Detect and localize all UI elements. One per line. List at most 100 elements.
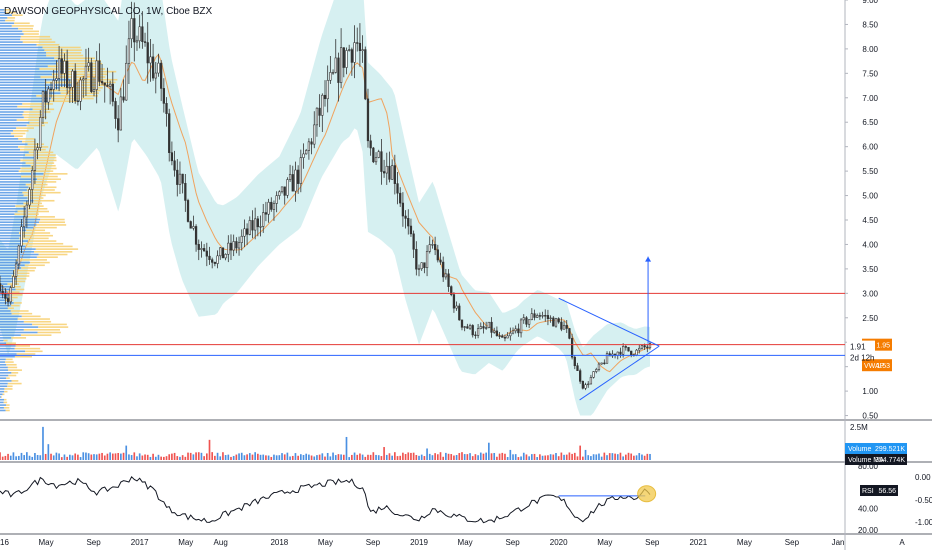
time-axis-label: 2017 [131,538,149,547]
volume-profile-row-up [0,216,26,218]
price-axis-label: 8.50 [862,20,878,29]
volume-profile-row-down [25,216,55,218]
triangle-pattern[interactable] [558,256,660,401]
volume-bar [267,455,270,460]
volume-profile-row-down [23,329,60,331]
volume-bar [428,453,431,460]
candle-body [573,356,576,367]
time-axis-label: May [318,538,333,547]
candle-body [82,78,85,81]
volume-bar [485,452,487,460]
volume-profile-row-down [3,339,8,342]
volume-bar [152,453,154,460]
candle-body [458,305,461,321]
volume-profile-row-down [56,62,103,65]
candle-body [501,335,504,338]
candle-body [9,287,12,303]
volume-profile-row-down [22,41,56,43]
volume-profile-row-down [10,285,21,288]
volume-bar [7,453,9,460]
volume-bar [240,452,243,460]
candle-body [130,18,133,40]
candle-body [450,286,453,295]
volume-bar [573,452,576,460]
volume-profile-row-down [63,70,117,73]
volume-profile-row-down [4,398,7,401]
volume-bar [265,455,267,460]
volume-profile-row-down [30,164,56,167]
volume-profile-row-up [0,135,15,137]
candle-body [412,233,415,250]
candle-body [66,60,69,88]
volume-bar [359,453,361,460]
candle-body [401,202,405,217]
candle-body [267,201,270,215]
volume-bar [342,454,345,460]
candle-body [127,38,131,64]
volume-profile-row-up [0,221,40,224]
volume-bar [506,457,509,460]
candle-body [178,173,182,185]
candle-body [318,107,321,116]
auto-scale-button[interactable] [895,536,909,548]
candle-body [283,186,286,196]
rsi-highlight-circle[interactable] [637,485,657,503]
candle-body [28,189,31,206]
volume-bar [232,455,235,460]
volume-profile-row-up [0,251,35,253]
volume-bar [77,454,79,460]
volume-bar [383,447,385,460]
rsi-line [0,475,651,524]
volume-bar [606,455,608,460]
volume-profile-row-up [0,191,23,194]
volume-profile-row-down [10,304,20,307]
candle-body [186,200,190,222]
volume-bar [117,452,120,460]
volume-profile-row-up [0,355,15,358]
candle-body [98,60,101,82]
candle-body [232,241,235,251]
volume-profile-row-down [7,291,20,293]
volume-profile-row-down [62,60,102,62]
candle-body [278,191,281,196]
volume-profile-row-down [28,240,57,242]
volume-profile-row-up [0,326,39,328]
candle-body [385,165,388,174]
volume-bar [28,455,31,460]
volume-profile-row-up [0,377,7,379]
volume-profile-row-down [31,181,57,183]
candle-body [12,276,15,288]
candle-body [474,334,477,337]
candle-body [428,244,431,252]
volume-profile-row-down [14,355,32,358]
volume-profile-row-up [0,224,37,226]
candle-body [108,83,112,87]
volume-bar [69,454,71,460]
volume-profile-row-up [0,380,12,382]
candle-body [433,244,437,251]
volume-profile-row-up [0,404,7,406]
volume-bar [536,457,539,460]
volume-profile-row-up [0,70,64,73]
volume-bar [176,456,179,460]
volume-profile-row-up [0,89,49,92]
candle-body [364,49,367,100]
volume-profile-row-up [0,318,18,320]
volume-bar [197,452,200,460]
candle-body [294,169,297,192]
volume-profile-row-down [23,111,51,113]
volume-profile-row-down [28,186,57,189]
volume-profile-row-up [0,11,6,14]
volume-bar [141,455,144,460]
volume-profile-row-down [36,95,98,97]
volume-bar [479,452,482,460]
volume-profile-row-down [22,140,36,143]
volume-bar [157,454,160,460]
volume-bar [412,452,415,460]
time-axis-label: Aug [214,538,228,547]
volume-bar [334,455,337,460]
volume-bar [44,453,47,460]
candle-body [399,192,402,204]
candle-body [600,362,603,365]
